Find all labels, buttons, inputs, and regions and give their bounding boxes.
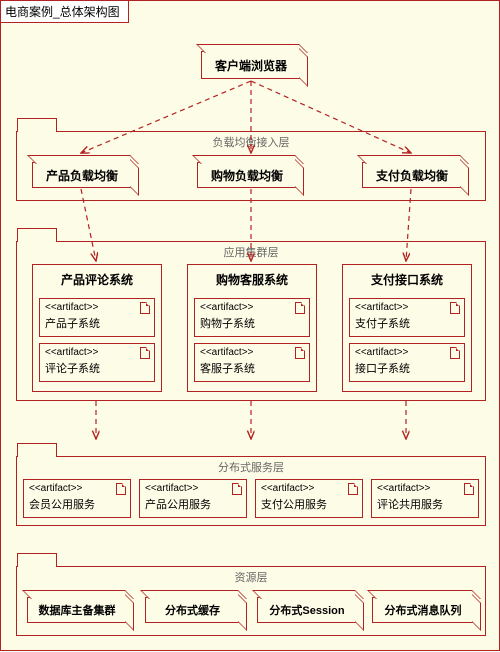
artifact-name: 支付子系统: [355, 315, 459, 331]
document-icon: [232, 483, 242, 495]
document-icon: [295, 347, 305, 359]
client-browser-node: 客户端浏览器: [201, 51, 301, 79]
artifact-stereo: <<artifact>>: [29, 483, 125, 494]
res-node-cache: 分布式缓存: [145, 597, 240, 623]
artifact-box: <<artifact>> 客服子系统: [194, 343, 310, 382]
lb-node-payment: 支付负载均衡: [362, 162, 462, 188]
document-icon: [140, 302, 150, 314]
layer-tab: [17, 118, 57, 132]
artifact-name: 购物子系统: [200, 315, 304, 331]
document-icon: [450, 302, 460, 314]
artifact-box: <<artifact>> 产品子系统: [39, 298, 155, 337]
system-product-review: 产品评论系统 <<artifact>> 产品子系统 <<artifact>> 评…: [32, 264, 162, 392]
artifact-box: <<artifact>> 购物子系统: [194, 298, 310, 337]
artifact-name: 客服子系统: [200, 360, 304, 376]
layer-tab: [17, 553, 57, 567]
artifact-box: <<artifact>> 评论子系统: [39, 343, 155, 382]
node-label: 产品负载均衡: [46, 167, 118, 184]
layer-label: 应用集群层: [224, 244, 279, 260]
system-payment-api: 支付接口系统 <<artifact>> 支付子系统 <<artifact>> 接…: [342, 264, 472, 392]
node-label: 分布式消息队列: [385, 602, 462, 618]
node-label: 客户端浏览器: [215, 57, 287, 74]
artifact-stereo: <<artifact>>: [200, 347, 304, 358]
node-label: 分布式缓存: [165, 602, 220, 618]
system-title: 购物客服系统: [188, 265, 316, 294]
artifact-stereo: <<artifact>>: [145, 483, 241, 494]
layer-label: 负载均衡接入层: [213, 134, 290, 150]
layer-label: 资源层: [235, 569, 268, 585]
system-title: 产品评论系统: [33, 265, 161, 294]
artifact-name: 产品子系统: [45, 315, 149, 331]
document-icon: [140, 347, 150, 359]
system-shopping-cs: 购物客服系统 <<artifact>> 购物子系统 <<artifact>> 客…: [187, 264, 317, 392]
node-label: 分布式Session: [269, 602, 344, 618]
node-label: 支付负载均衡: [376, 167, 448, 184]
layer-load-balance: 负载均衡接入层 产品负载均衡 购物负载均衡 支付负载均衡: [16, 131, 486, 201]
document-icon: [116, 483, 126, 495]
artifact-stereo: <<artifact>>: [261, 483, 357, 494]
node-label: 数据库主备集群: [39, 602, 116, 618]
artifact-stereo: <<artifact>>: [45, 347, 149, 358]
artifact-name: 产品公用服务: [145, 496, 241, 512]
artifact-stereo: <<artifact>>: [355, 302, 459, 313]
artifact-box: <<artifact>> 产品公用服务: [139, 479, 247, 518]
artifact-box: <<artifact>> 评论共用服务: [371, 479, 479, 518]
lb-node-shopping: 购物负载均衡: [197, 162, 297, 188]
artifact-box: <<artifact>> 支付公用服务: [255, 479, 363, 518]
res-node-mq: 分布式消息队列: [372, 597, 474, 623]
layer-resources: 资源层 数据库主备集群 分布式缓存 分布式Session 分布式消息队列: [16, 566, 486, 636]
artifact-stereo: <<artifact>>: [200, 302, 304, 313]
artifact-name: 会员公用服务: [29, 496, 125, 512]
document-icon: [464, 483, 474, 495]
artifact-stereo: <<artifact>>: [45, 302, 149, 313]
layer-dist-services: 分布式服务层 <<artifact>> 会员公用服务 <<artifact>> …: [16, 456, 486, 526]
layer-label: 分布式服务层: [218, 459, 284, 475]
lb-node-product: 产品负载均衡: [32, 162, 132, 188]
diagram-title: 电商案例_总体架构图: [1, 1, 129, 23]
artifact-name: 评论子系统: [45, 360, 149, 376]
document-icon: [450, 347, 460, 359]
artifact-box: <<artifact>> 接口子系统: [349, 343, 465, 382]
artifact-name: 评论共用服务: [377, 496, 473, 512]
node-label: 购物负载均衡: [211, 167, 283, 184]
document-icon: [295, 302, 305, 314]
artifact-stereo: <<artifact>>: [377, 483, 473, 494]
artifact-stereo: <<artifact>>: [355, 347, 459, 358]
layer-tab: [17, 443, 57, 457]
artifact-name: 支付公用服务: [261, 496, 357, 512]
diagram-canvas: 电商案例_总体架构图 客户端浏览器 负载均衡接入层 产品负载均衡 购物负载均衡 …: [0, 0, 500, 651]
system-title: 支付接口系统: [343, 265, 471, 294]
layer-tab: [17, 228, 57, 242]
artifact-name: 接口子系统: [355, 360, 459, 376]
artifact-box: <<artifact>> 会员公用服务: [23, 479, 131, 518]
res-node-db: 数据库主备集群: [27, 597, 127, 623]
res-node-session: 分布式Session: [257, 597, 357, 623]
artifact-box: <<artifact>> 支付子系统: [349, 298, 465, 337]
document-icon: [348, 483, 358, 495]
layer-app-cluster: 应用集群层 产品评论系统 <<artifact>> 产品子系统 <<artifa…: [16, 241, 486, 401]
